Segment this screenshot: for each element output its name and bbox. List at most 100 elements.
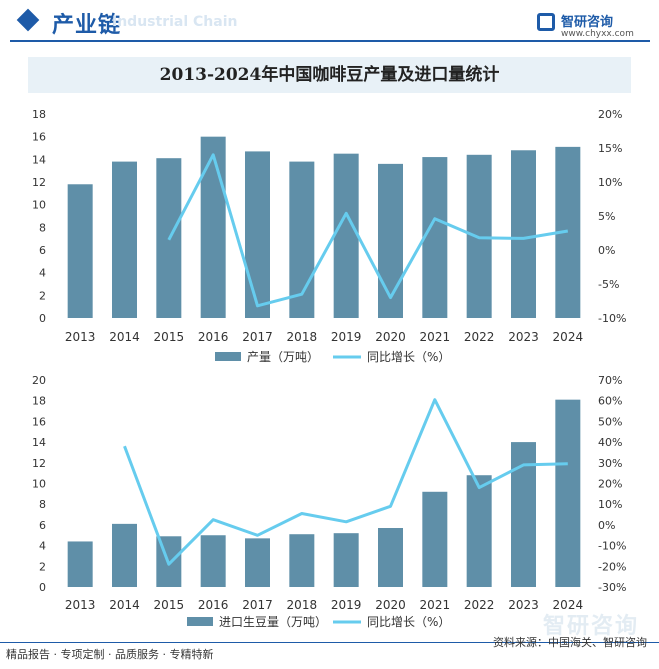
y-right-tick-label: 30% xyxy=(598,457,622,470)
y-right-tick-label: -30% xyxy=(598,581,626,594)
footer-source: 资料来源：中国海关、智研咨询 xyxy=(493,636,647,649)
x-tick-label: 2023 xyxy=(508,330,539,344)
x-tick-label: 2022 xyxy=(464,598,495,612)
y-left-tick-label: 14 xyxy=(32,153,46,166)
y-right-tick-label: 20% xyxy=(598,108,622,121)
header-rule xyxy=(10,40,650,42)
legend-line-label: 同比增长（%） xyxy=(367,350,450,364)
y-left-tick-label: 16 xyxy=(32,131,46,144)
x-tick-label: 2017 xyxy=(242,330,273,344)
x-tick-label: 2013 xyxy=(65,330,96,344)
y-left-tick-label: 14 xyxy=(32,436,46,449)
logo-mark-icon xyxy=(537,13,555,31)
legend-bar-label: 产量（万吨） xyxy=(247,350,319,364)
chart-1: 0 2 4 6 8 10 12 14 16 18 -10% -5% 0% 5% 10% 15% 20% 2013 2… xyxy=(32,108,626,364)
footer-rule xyxy=(0,642,659,643)
y-left-tick-label: 0 xyxy=(39,312,46,325)
y-right-tick-label: 0% xyxy=(598,244,615,257)
x-tick-label: 2014 xyxy=(109,330,140,344)
y-right-tick-label: 40% xyxy=(598,436,622,449)
y-right-tick-label: 20% xyxy=(598,478,622,491)
legend-bar-label: 进口生豆量（万吨） xyxy=(219,615,327,629)
bar xyxy=(112,523,137,587)
x-tick-label: 2015 xyxy=(154,598,185,612)
bar xyxy=(67,184,93,318)
y-left-tick-label: 8 xyxy=(39,221,46,234)
y-left-tick-label: 8 xyxy=(39,498,46,511)
bar xyxy=(466,475,492,587)
chart-title-bar: 2013-2024年中国咖啡豆产量及进口量统计 xyxy=(28,57,631,93)
chart-title: 2013-2024年中国咖啡豆产量及进口量统计 xyxy=(159,65,500,85)
y-left-tick-label: 2 xyxy=(39,560,46,573)
y-left-tick-label: 12 xyxy=(32,457,46,470)
page-footer: 智研咨询 精品报告 · 专项定制 · 品质服务 · 专精特新 资料来源：中国海关… xyxy=(0,614,659,669)
bar xyxy=(378,528,403,587)
y-left-tick-label: 10 xyxy=(32,199,46,212)
bar xyxy=(289,534,315,587)
x-tick-label: 2021 xyxy=(420,598,451,612)
brand-logo: 智研咨询 www.chyxx.com xyxy=(537,10,647,42)
bar xyxy=(378,163,403,318)
y-right-tick-label: 10% xyxy=(598,498,622,511)
y-left-tick-label: 6 xyxy=(39,244,46,257)
y-left-tick-label: 0 xyxy=(39,581,46,594)
y-right-tick-label: -10% xyxy=(598,540,626,553)
x-tick-label: 2023 xyxy=(508,598,539,612)
x-tick-label: 2020 xyxy=(375,330,406,344)
legend-bar-swatch xyxy=(215,352,241,361)
x-tick-label: 2020 xyxy=(375,598,406,612)
section-title: 产业链 xyxy=(52,13,122,38)
section-watermark: Industrial Chain xyxy=(112,14,238,30)
y-left-tick-label: 6 xyxy=(39,519,46,532)
x-tick-label: 2013 xyxy=(65,598,96,612)
bar xyxy=(112,161,137,318)
bar xyxy=(555,399,581,587)
x-tick-label: 2018 xyxy=(287,598,318,612)
x-tick-label: 2021 xyxy=(420,330,451,344)
bar xyxy=(200,535,226,587)
y-left-tick-label: 2 xyxy=(39,289,46,302)
bar xyxy=(422,157,448,318)
y-left-tick-label: 20 xyxy=(32,374,46,387)
y-right-tick-label: 10% xyxy=(598,176,622,189)
bar xyxy=(511,150,536,318)
logo-name: 智研咨询 xyxy=(561,15,614,30)
y-right-tick-label: 70% xyxy=(598,374,622,387)
y-left-tick-label: 18 xyxy=(32,108,46,121)
y-right-tick-label: 0% xyxy=(598,519,615,532)
y-left-tick-label: 16 xyxy=(32,415,46,428)
x-tick-label: 2019 xyxy=(331,598,362,612)
y-left-tick-label: 10 xyxy=(32,478,46,491)
y-right-tick-label: 50% xyxy=(598,415,622,428)
chart-2: 0 2 4 6 8 10 12 14 16 18 20 -30% -20% -10% 0% 10% 20% 30%… xyxy=(32,374,626,629)
bar xyxy=(200,136,226,318)
legend-bar-swatch xyxy=(187,617,213,626)
growth-line xyxy=(167,153,569,308)
x-tick-label: 2019 xyxy=(331,330,362,344)
x-tick-label: 2016 xyxy=(198,330,229,344)
x-tick-label: 2015 xyxy=(154,330,185,344)
legend-line-label: 同比增长（%） xyxy=(367,615,450,629)
bar xyxy=(422,491,448,587)
bar xyxy=(245,151,270,318)
bar xyxy=(245,538,270,587)
x-tick-label: 2024 xyxy=(553,598,584,612)
y-right-tick-label: 60% xyxy=(598,395,622,408)
x-tick-label: 2018 xyxy=(287,330,318,344)
footer-services: 精品报告 · 专项定制 · 品质服务 · 专精特新 xyxy=(6,648,214,661)
y-right-tick-label: 5% xyxy=(598,210,615,223)
y-left-tick-label: 18 xyxy=(32,395,46,408)
bar xyxy=(333,533,359,587)
y-right-tick-label: -20% xyxy=(598,560,626,573)
bar xyxy=(333,153,359,318)
y-right-tick-label: -5% xyxy=(598,278,619,291)
y-left-tick-label: 4 xyxy=(39,267,46,280)
y-left-tick-label: 4 xyxy=(39,540,46,553)
y-right-tick-label: -10% xyxy=(598,312,626,325)
bar xyxy=(67,541,93,587)
footer-watermark: 智研咨询 xyxy=(542,614,639,639)
growth-line xyxy=(123,398,568,566)
x-tick-label: 2022 xyxy=(464,330,495,344)
x-tick-label: 2014 xyxy=(109,598,140,612)
